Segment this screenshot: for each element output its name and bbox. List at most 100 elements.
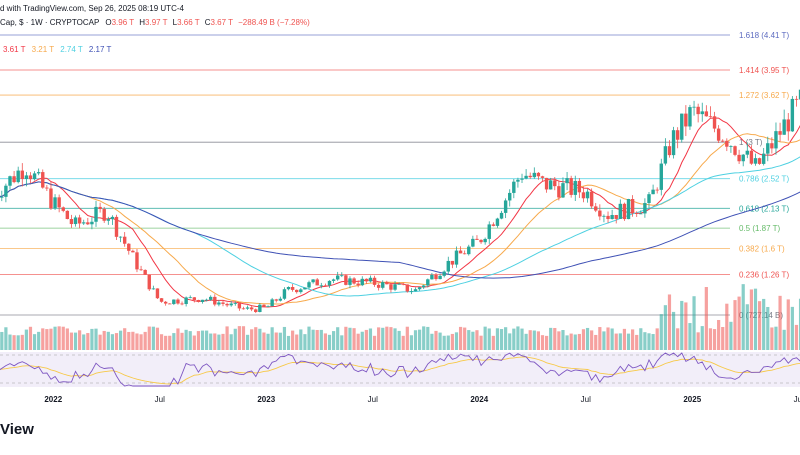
candle-body <box>532 172 537 178</box>
volume-bar <box>426 326 430 350</box>
candle-body <box>344 275 348 285</box>
fib-label-1: 1.414 (3.95 T) <box>739 66 789 75</box>
candle-body <box>626 199 631 220</box>
candle-body <box>417 287 422 290</box>
candle-body <box>422 285 426 288</box>
candle-body <box>0 196 4 198</box>
fib-label-5: 0.618 (2.13 T) <box>739 204 789 213</box>
candle-body <box>315 279 319 286</box>
volume-bar <box>798 298 800 350</box>
candle-body <box>594 206 598 211</box>
candle-body <box>143 269 147 275</box>
fib-label-7: 0.382 (1.6 T) <box>739 245 785 254</box>
brand-logo: View <box>0 421 34 438</box>
candle-body <box>331 279 336 281</box>
volume-bar <box>217 334 221 350</box>
candle-body <box>512 181 516 193</box>
candle-body <box>753 158 758 164</box>
volume-bar <box>49 328 53 350</box>
volume-bar <box>16 335 20 350</box>
candle-body <box>376 284 381 288</box>
volume-bar <box>704 287 708 350</box>
candle-body <box>323 285 328 287</box>
candle-body <box>159 298 164 302</box>
candle-body <box>311 279 315 283</box>
candle-body <box>217 302 221 305</box>
x-tick-label: Jul <box>794 395 800 404</box>
volume-bar <box>159 334 164 350</box>
candle-body <box>508 192 512 201</box>
volume-bar <box>635 334 639 350</box>
candle-body <box>651 189 655 195</box>
volume-bar <box>639 328 643 350</box>
candle-body <box>741 154 745 162</box>
volume-bar <box>372 335 377 350</box>
candle-body <box>446 260 450 272</box>
candle-body <box>4 185 8 197</box>
volume-bar <box>102 330 106 350</box>
candle-body <box>24 175 29 180</box>
candle-body <box>782 119 786 135</box>
candle-body <box>778 131 782 135</box>
volume-bar <box>196 331 201 350</box>
candle-body <box>319 285 324 287</box>
volume-bar <box>82 334 86 350</box>
volume-bar <box>192 335 196 350</box>
candle-body <box>192 297 197 300</box>
candle-body <box>561 183 565 198</box>
candle-body <box>585 191 590 199</box>
candle-body <box>151 288 156 290</box>
volume-bar <box>471 331 475 350</box>
candle-body <box>729 146 733 147</box>
candle-body <box>692 106 696 108</box>
candle-body <box>196 299 201 302</box>
symbol-label: Cap, $ · 1W · CRYPTOCAP <box>0 18 100 27</box>
volume-bar <box>352 328 356 350</box>
volume-bar <box>561 330 565 350</box>
volume-bar <box>8 334 12 350</box>
x-tick-label: Jul <box>155 395 165 404</box>
volume-bar <box>794 324 799 350</box>
candle-body <box>20 170 24 180</box>
volume-bar <box>221 333 225 350</box>
ma-values: 3.61 T 3.21 T 2.74 T 2.17 T <box>3 45 111 54</box>
candle-body <box>327 280 332 286</box>
volume-bar <box>442 335 446 350</box>
volume-bar <box>745 304 749 350</box>
volume-bar <box>237 326 241 350</box>
candle-body <box>614 215 618 219</box>
candle-body <box>258 304 262 312</box>
candle-body <box>172 299 176 304</box>
volume-bar <box>778 295 782 350</box>
volume-bar <box>671 311 676 350</box>
volume-bar <box>557 331 561 350</box>
volume-bar <box>37 331 41 350</box>
volume-bar <box>540 335 545 350</box>
volume-bar <box>331 331 336 350</box>
volume-bar <box>524 333 528 350</box>
candle-body <box>737 154 741 162</box>
volume-bar <box>209 333 213 350</box>
candle-body <box>450 260 455 265</box>
volume-bar <box>680 300 684 350</box>
volume-bar <box>348 327 352 350</box>
volume-bar <box>413 330 418 350</box>
volume-bar <box>250 329 254 350</box>
volume-bar <box>315 329 319 350</box>
candle-body <box>61 207 65 211</box>
volume-bar <box>614 333 618 350</box>
volume-bar <box>286 335 291 350</box>
candle-body <box>643 203 647 214</box>
candle-body <box>229 303 233 306</box>
volume-bar <box>438 332 442 350</box>
candle-body <box>381 282 385 288</box>
candle-body <box>233 303 237 304</box>
volume-bar <box>659 314 663 350</box>
published-line: d with TradingView.com, Sep 26, 2025 08:… <box>0 4 184 13</box>
ma-line-2 <box>0 133 800 305</box>
volume-bar <box>364 329 368 350</box>
candle-body <box>98 206 102 210</box>
volume-bar <box>676 328 680 350</box>
